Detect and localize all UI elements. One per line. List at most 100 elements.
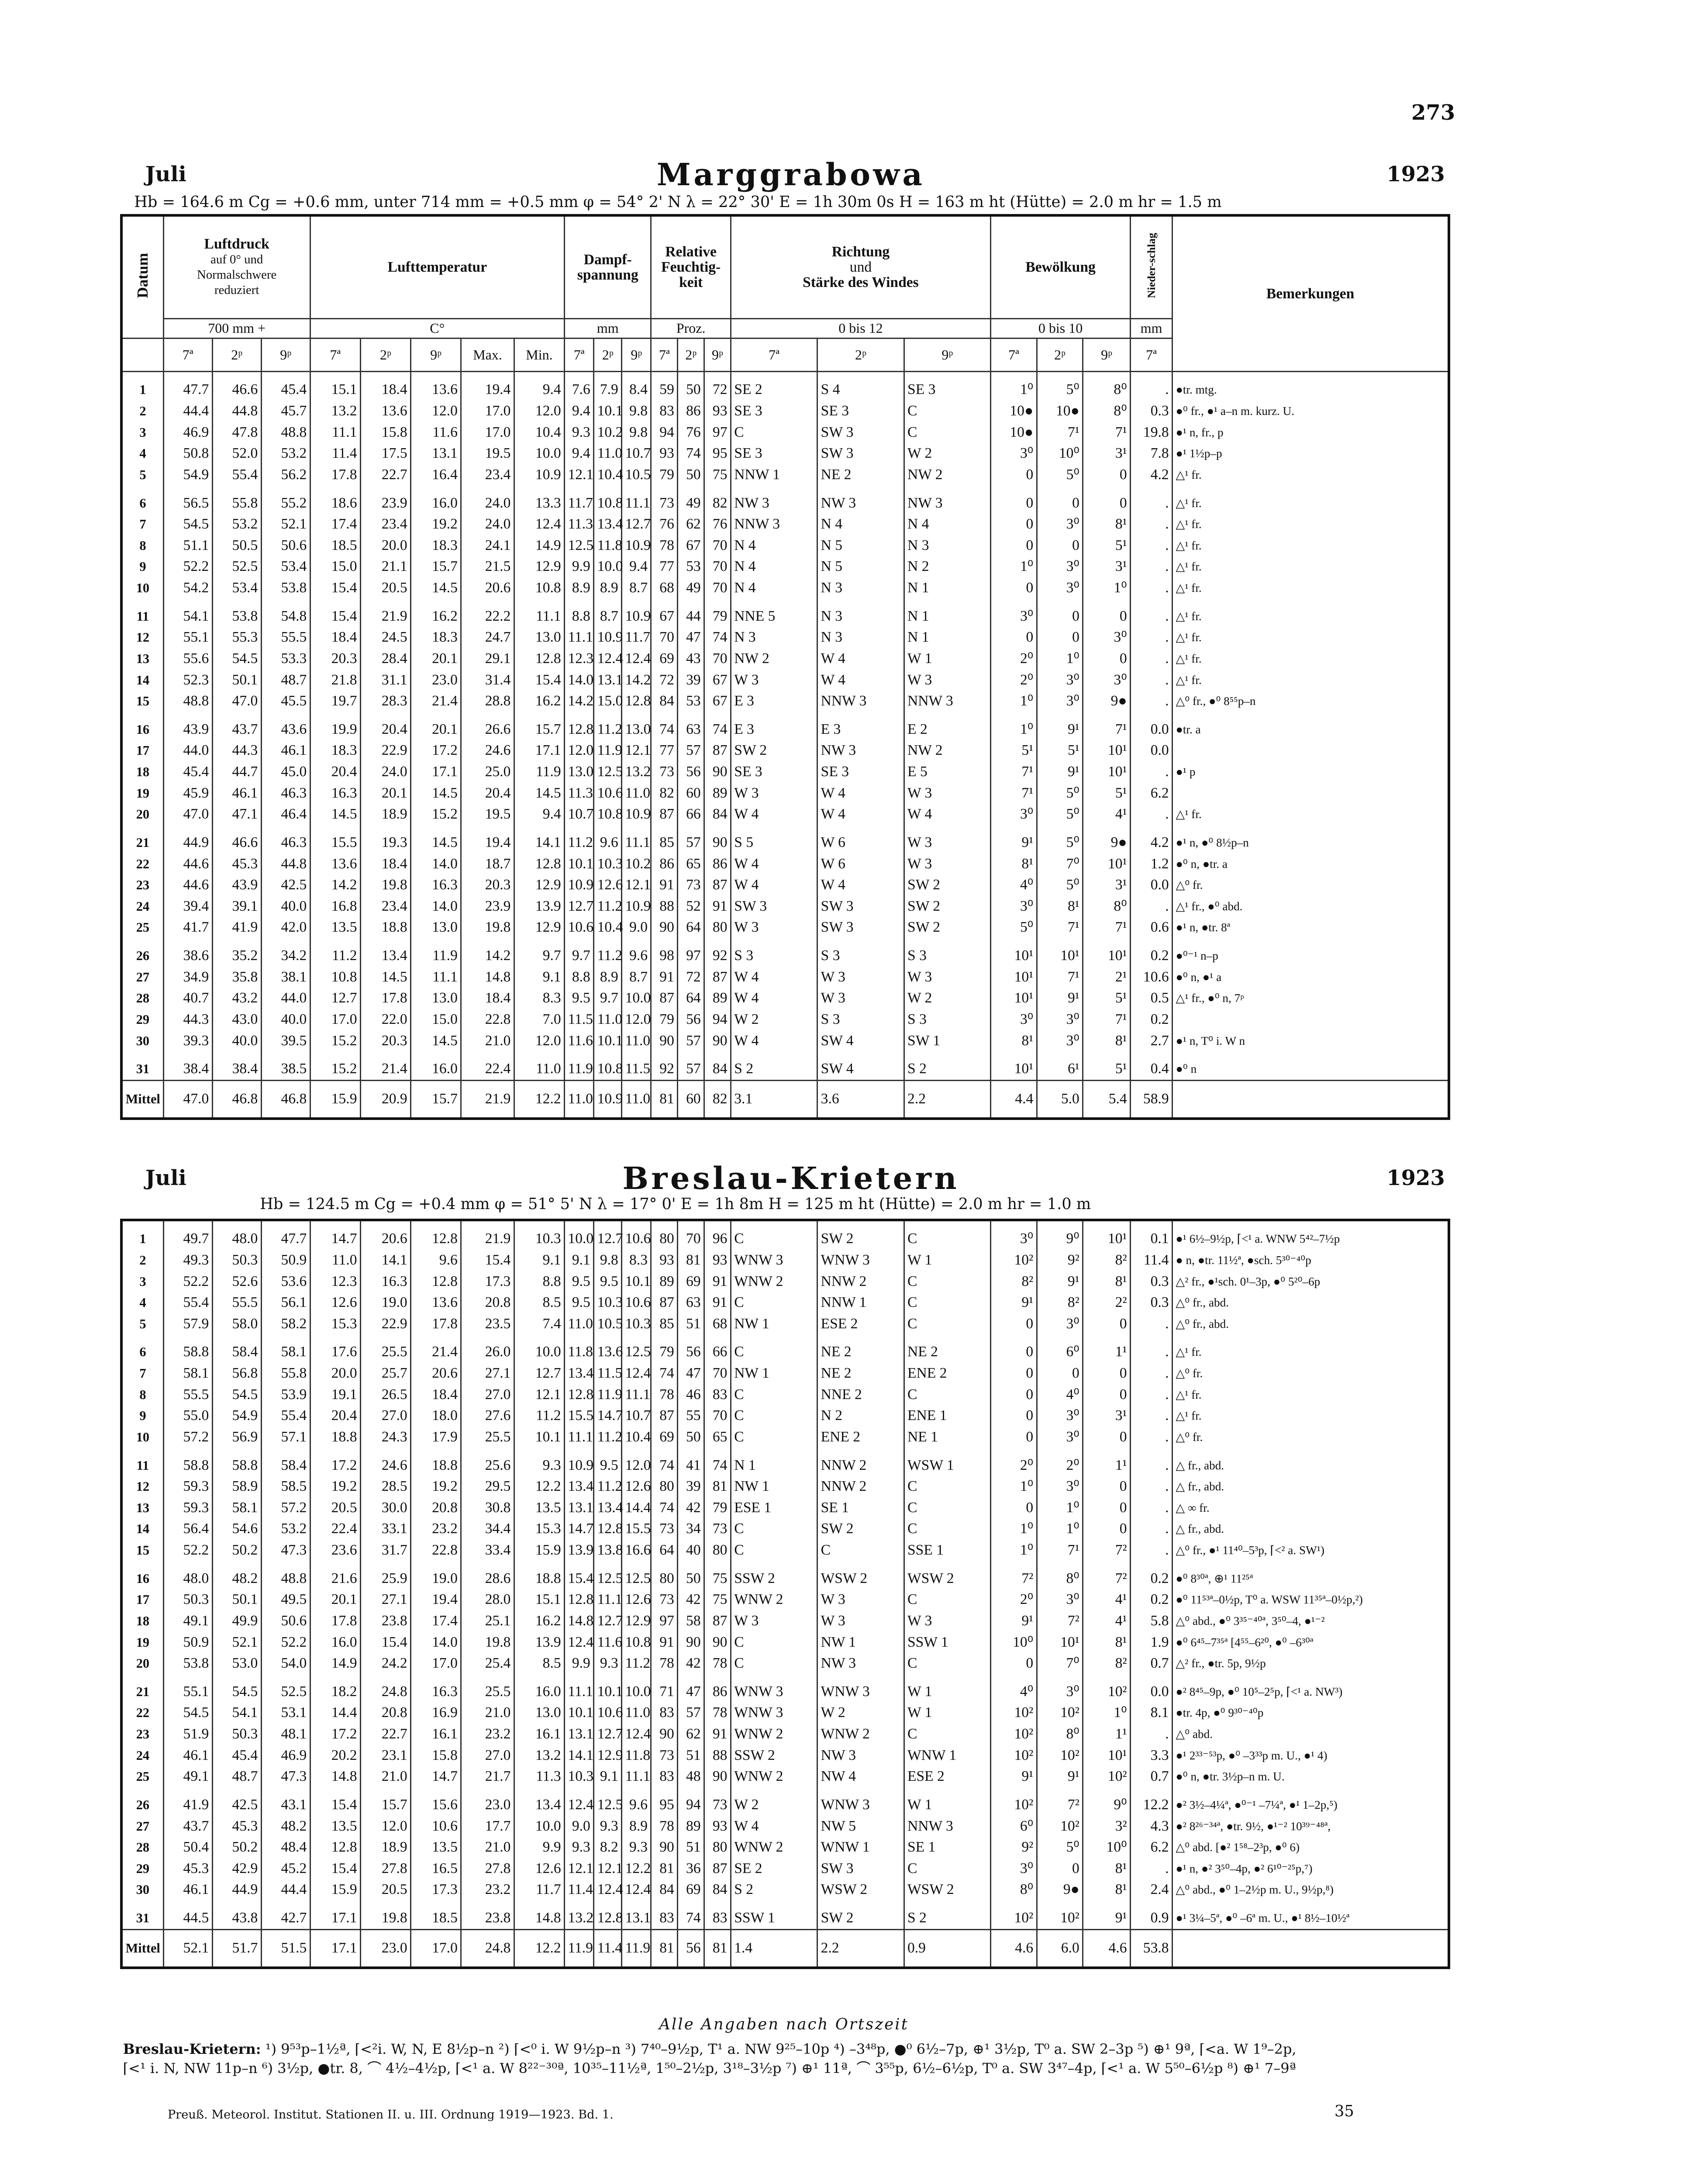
cell-humidity-7a: 79 [650,464,678,486]
cell-pressure-2p: 41.9 [211,917,262,939]
cell-cloud-7a: 9¹ [990,825,1037,854]
cell-vapor-7a: 13.2 [564,1901,594,1930]
cell-humidity-9p: 84 [703,1879,731,1901]
cell-temp-7a: 21.6 [309,1561,361,1590]
cell-humidity-7a: 69 [650,648,678,670]
cell-wind-2p: W 2 [817,1702,904,1724]
cell-date: 13 [121,1497,164,1519]
cell-cloud-7a: 2⁰ [990,648,1037,670]
cell-remarks: △⁰ fr. [1172,874,1449,896]
cell-temp-2p: 21.1 [359,556,411,578]
cell-temp-2p: 25.7 [359,1363,411,1384]
cell-temp-min: 13.9 [513,1631,565,1653]
cell-pressure-9p: 48.7 [260,669,310,691]
cell-precipitation: . [1130,669,1172,691]
cell-temp-min: 12.7 [513,1363,565,1384]
cell-pressure-9p: 58.5 [260,1476,310,1497]
cell-vapor-9p: 13.0 [621,712,651,740]
cell-wind-9p: W 1 [903,648,991,670]
cell-temp-7a: 15.4 [309,577,361,599]
cell-vapor-2p: 10.8 [593,485,623,514]
cell-humidity-2p: 49 [677,577,704,599]
cell-temp-max: 20.8 [460,1292,514,1313]
cell-vapor-2p: 12.4 [593,1879,623,1901]
cell-vapor-7a: 9.4 [564,401,594,422]
cell-pressure-9p: 50.9 [260,1250,310,1271]
cell-vapor-7a: 9.9 [564,556,594,578]
cell-wind-9p: S 2 [903,1901,991,1930]
cell-cloud-2p: 8² [1036,1292,1083,1313]
cell-cloud-7a: 3⁰ [990,443,1037,464]
cell-humidity-7a: 90 [650,1837,678,1858]
cell-pressure-7a: 58.8 [162,1448,213,1476]
cell-temp-min: 14.1 [513,825,565,854]
cell-humidity-9p: 86 [703,1674,731,1703]
cell-temp-max: 24.1 [460,535,514,556]
cell-humidity-2p: 47 [677,1363,704,1384]
cell-vapor-7a: 10.9 [564,874,594,896]
cell-cloud-7a: 1⁰ [990,691,1037,712]
cell-wind-2p: SE 3 [817,401,904,422]
cell-date: 2 [121,1250,164,1271]
cell-humidity-7a: 79 [650,1009,678,1030]
cell-temp-2p: 14.1 [359,1250,411,1271]
cell-pressure-2p: 48.0 [211,1220,262,1250]
cell-temp-2p: 23.1 [359,1745,411,1766]
cell-cloud-2p: 9¹ [1036,988,1083,1009]
cell-temp-max: 18.4 [460,988,514,1009]
cell-humidity-9p: 67 [703,669,731,691]
cell-vapor-9p: 11.1 [621,1384,651,1406]
cell-temp-7a: 15.9 [309,1079,361,1119]
cell-cloud-7a: 0 [990,1653,1037,1674]
cell-vapor-2p: 11.8 [593,535,622,556]
cell-vapor-7a: 10.6 [564,917,594,939]
cell-vapor-7a: 13.0 [564,761,594,783]
cell-pressure-7a: 45.3 [162,1858,213,1880]
cell-vapor-2p: 12.6 [593,874,623,896]
cell-remarks: ●¹ n, ●⁰ 8½p–n [1172,825,1449,854]
hour-label: 7ª [309,338,361,373]
cell-temp-min: 12.6 [513,1858,565,1880]
cell-date: 25 [121,917,164,939]
table-row: 30 46.1 44.9 44.4 15.9 20.5 17.3 23.2 11.7 11.4 12… [121,1879,1449,1901]
cell-cloud-9p: 2² [1082,1292,1131,1313]
cell-pressure-7a: 50.4 [162,1837,213,1858]
table-row: 30 39.3 40.0 39.5 15.2 20.3 14.5 21.0 12.0 11.6 10… [121,1030,1449,1052]
cell-pressure-7a: 47.0 [162,804,213,825]
cell-temp-min: 8.5 [513,1292,565,1313]
cell-vapor-2p: 8.2 [593,1837,622,1858]
cell-wind-7a: C [730,422,817,443]
unit-rh: Proz. [650,318,731,339]
cell-date: Mittel [121,1928,164,1968]
cell-remarks: △⁰ fr., abd. [1171,1313,1449,1335]
cell-temp-max: 26.6 [460,712,514,740]
cell-temp-2p: 15.8 [359,422,411,443]
cell-temp-max: 21.0 [460,1702,514,1724]
cell-vapor-2p: 11.2 [593,712,622,740]
cell-humidity-9p: 74 [703,1448,731,1476]
cell-temp-max: 23.9 [460,895,514,917]
cell-cloud-7a: 9¹ [990,1292,1037,1313]
hour-label: 7ª [650,338,678,373]
cell-humidity-2p: 81 [677,1250,704,1271]
cell-pressure-7a: 54.5 [162,514,213,535]
cell-humidity-7a: 77 [650,556,678,578]
cell-temp-max: 19.4 [460,825,514,854]
cell-temp-2p: 20.4 [359,712,411,740]
cell-pressure-2p: 53.4 [211,577,262,599]
cell-vapor-7a: 14.2 [564,691,594,712]
cell-temp-max: 24.0 [460,485,514,514]
cell-wind-2p: NE 2 [817,464,904,486]
cell-temp-9p: 19.2 [410,1476,461,1497]
cell-wind-7a: C [730,1518,817,1540]
cell-pressure-7a: 58.8 [162,1334,213,1363]
cell-wind-9p: E 5 [903,761,991,783]
cell-vapor-7a: 10.7 [564,804,594,825]
cell-temp-min: 15.9 [513,1540,565,1561]
cell-temp-7a: 18.4 [309,627,361,648]
cell-humidity-9p: 70 [703,577,731,599]
cell-wind-7a: SE 3 [730,443,817,464]
cell-temp-2p: 31.7 [359,1540,411,1561]
cell-cloud-7a: 1⁰ [990,1518,1037,1540]
cell-date: Mittel [121,1079,164,1119]
